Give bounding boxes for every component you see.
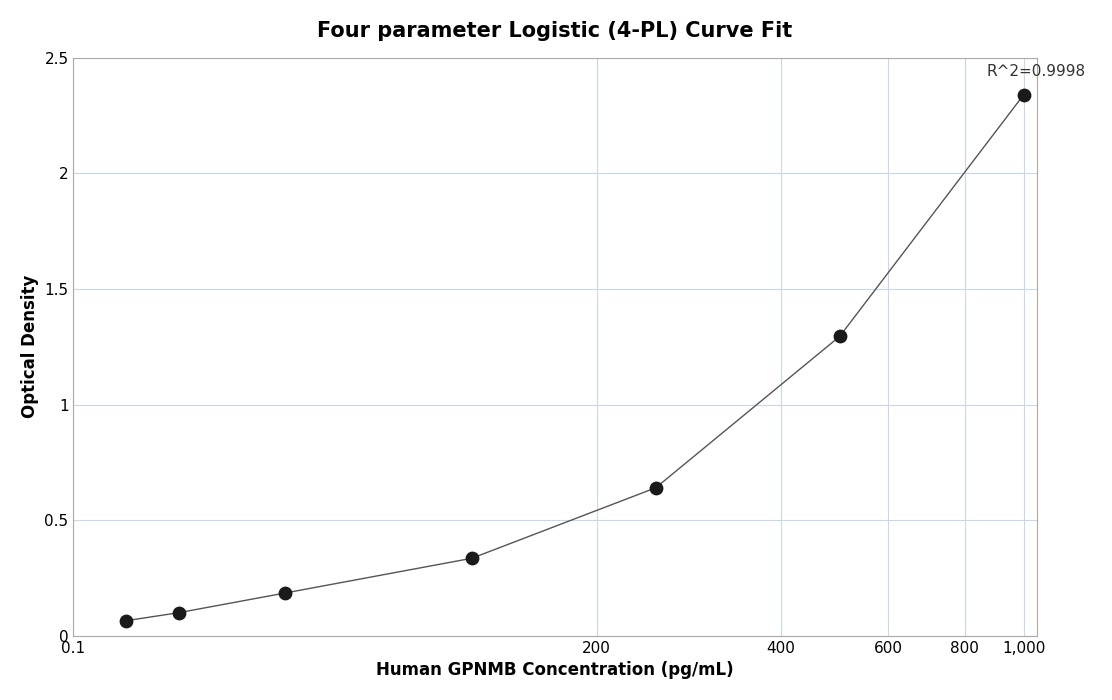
Point [170,607,188,618]
Point [277,587,295,598]
Point [1015,89,1033,100]
X-axis label: Human GPNMB Concentration (pg/mL): Human GPNMB Concentration (pg/mL) [376,662,734,679]
Point [647,482,665,493]
Y-axis label: Optical Density: Optical Density [21,275,39,419]
Title: Four parameter Logistic (4-PL) Curve Fit: Four parameter Logistic (4-PL) Curve Fit [317,21,793,41]
Point [831,330,848,342]
Point [117,615,135,626]
Text: R^2=0.9998: R^2=0.9998 [986,64,1086,79]
Point [463,553,480,564]
